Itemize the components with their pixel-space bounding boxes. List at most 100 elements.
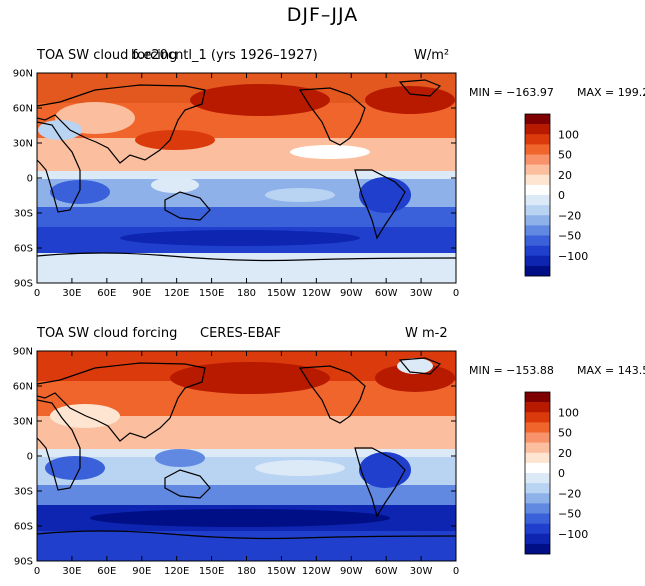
band-equator bbox=[37, 171, 456, 179]
lat-tick-label: 30N bbox=[13, 417, 33, 428]
band-mid-south bbox=[37, 207, 456, 227]
lon-tick-label: 90W bbox=[340, 566, 363, 577]
patch-spacific bbox=[255, 460, 345, 476]
colorbar-label: 100 bbox=[558, 406, 579, 419]
band-equator bbox=[37, 449, 456, 457]
colorbar-swatch bbox=[525, 205, 550, 216]
colorbar-swatch bbox=[525, 422, 550, 433]
coastlines bbox=[37, 357, 456, 540]
patch-spacific bbox=[265, 188, 335, 202]
patch-pacific-clear bbox=[290, 145, 370, 159]
panel-1-min-label: MIN = −163.97 bbox=[469, 86, 554, 99]
patch-npacific bbox=[170, 362, 330, 394]
lat-tick-label: 60N bbox=[13, 104, 33, 115]
colorbar-label: −50 bbox=[558, 508, 581, 521]
lon-tick-label: 30W bbox=[410, 288, 433, 299]
colorbar-swatch bbox=[525, 442, 550, 454]
lat-tick-label: 90N bbox=[13, 69, 33, 80]
colorbar-label: 20 bbox=[558, 447, 572, 460]
colorbar-label: 50 bbox=[558, 427, 572, 440]
lon-tick-label: 30E bbox=[62, 288, 81, 299]
lon-tick-label: 150W bbox=[267, 566, 296, 577]
colorbar-swatch bbox=[525, 255, 550, 267]
lon-tick-label: 90E bbox=[132, 288, 151, 299]
lon-tick-label: 60E bbox=[97, 566, 116, 577]
colorbar-swatch bbox=[525, 523, 550, 535]
panel-2-max-label: MAX = 143.59 bbox=[577, 364, 645, 377]
patch-npacific bbox=[190, 84, 330, 116]
patch-southern-ocean bbox=[120, 230, 360, 246]
colorbar-swatch bbox=[525, 483, 550, 494]
colorbar-swatch bbox=[525, 184, 550, 196]
panel-1-case-title: b.e20cntl_1 (yrs 1926–1927) bbox=[131, 48, 318, 63]
coastlines bbox=[37, 79, 456, 262]
patch-indopac bbox=[151, 177, 199, 193]
lat-tick-label: 0 bbox=[27, 452, 33, 463]
lon-tick-label: 90E bbox=[132, 566, 151, 577]
band-mid-south bbox=[37, 485, 456, 505]
colorbar-swatch bbox=[525, 164, 550, 176]
panel-2-colorbar: 100 50 20 0 −20 −50 −100 bbox=[524, 391, 588, 555]
lat-tick-label: 30S bbox=[14, 487, 33, 498]
lon-tick-label: 120W bbox=[302, 566, 331, 577]
patch-natlantic bbox=[365, 86, 455, 114]
lon-tick-label: 180 bbox=[237, 566, 256, 577]
colorbar-frame bbox=[524, 391, 551, 555]
panel-1-colorbar: 100 50 20 0 −20 −50 −100 bbox=[524, 113, 588, 277]
colorbar-label: −50 bbox=[558, 230, 581, 243]
lon-tick-label: 0 bbox=[453, 288, 459, 299]
colorbar-swatch bbox=[525, 392, 550, 403]
lat-tick-label: 60S bbox=[14, 244, 33, 255]
panel-2-units: W m-2 bbox=[405, 326, 448, 341]
colorbar-label: 50 bbox=[558, 149, 572, 162]
lat-tick-label: 90S bbox=[14, 557, 33, 568]
lon-tick-label: 120W bbox=[302, 288, 331, 299]
lon-tick-label: 120E bbox=[164, 566, 189, 577]
panel-1-max-label: MAX = 199.20 bbox=[577, 86, 645, 99]
colorbar-swatch bbox=[525, 134, 550, 145]
figure-title: DJF–JJA bbox=[286, 4, 359, 26]
lat-tick-label: 30N bbox=[13, 139, 33, 150]
panel-2-case-title: CERES-EBAF bbox=[200, 326, 281, 341]
colorbar-swatch bbox=[525, 235, 550, 246]
lat-tick-label: 0 bbox=[27, 174, 33, 185]
panel-2-min-label: MIN = −153.88 bbox=[469, 364, 554, 377]
colorbar-label: −20 bbox=[558, 209, 581, 222]
patch-natlantic bbox=[375, 364, 455, 392]
lon-tick-label: 90W bbox=[340, 288, 363, 299]
colorbar-swatch bbox=[525, 402, 550, 413]
colorbar-swatch bbox=[525, 215, 550, 226]
colorbar-label: 20 bbox=[558, 169, 572, 182]
colorbar-swatch bbox=[525, 144, 550, 155]
patch-southern-ocean bbox=[90, 509, 390, 527]
lon-tick-label: 180 bbox=[237, 288, 256, 299]
lon-tick-label: 30E bbox=[62, 566, 81, 577]
patch-east-asia bbox=[135, 130, 215, 150]
colorbar-swatch bbox=[525, 503, 550, 514]
colorbar-swatch bbox=[525, 174, 550, 186]
colorbar-swatch bbox=[525, 195, 550, 206]
colorbar-label: −100 bbox=[558, 250, 588, 263]
colorbar-swatch bbox=[525, 513, 550, 524]
colorbar-swatch bbox=[525, 452, 550, 464]
lat-tick-label: 60N bbox=[13, 382, 33, 393]
lon-tick-label: 0 bbox=[34, 288, 40, 299]
colorbar-swatch bbox=[525, 225, 550, 236]
colorbar-swatch bbox=[525, 473, 550, 484]
lat-tick-label: 60S bbox=[14, 522, 33, 533]
lon-tick-label: 0 bbox=[34, 566, 40, 577]
colorbar-swatch bbox=[525, 114, 550, 125]
colorbar-swatch bbox=[525, 124, 550, 135]
patch-greenland bbox=[397, 358, 433, 374]
colorbar-swatch bbox=[525, 154, 550, 165]
colorbar-label: −100 bbox=[558, 528, 588, 541]
patch-indopac bbox=[155, 449, 205, 467]
lon-tick-label: 150E bbox=[199, 566, 224, 577]
colorbar-label: −20 bbox=[558, 487, 581, 500]
colorbar-swatch bbox=[525, 533, 550, 545]
colorbar-swatch bbox=[525, 245, 550, 257]
colorbar-swatch bbox=[525, 493, 550, 504]
lon-tick-label: 150W bbox=[267, 288, 296, 299]
patch-africa bbox=[45, 456, 105, 480]
patch-africa bbox=[50, 180, 110, 204]
